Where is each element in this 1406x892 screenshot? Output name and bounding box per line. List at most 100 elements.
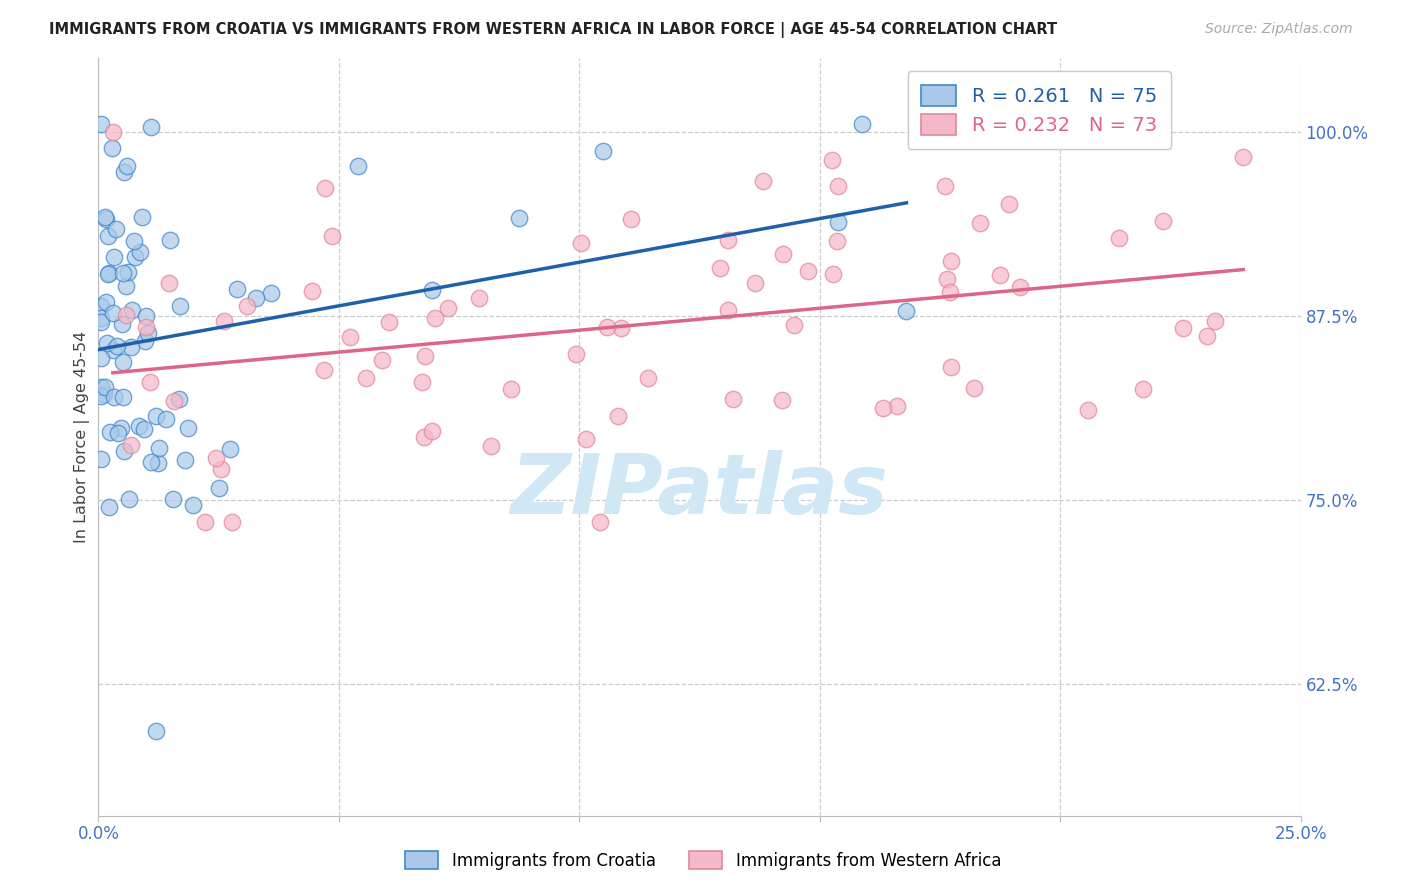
Point: [209, 462, 232, 476]
Point: [422, 283, 444, 297]
Point: [378, 315, 401, 329]
Point: [339, 329, 361, 343]
Point: [103, 390, 125, 404]
Point: [124, 250, 146, 264]
Point: [90, 315, 112, 329]
Text: Source: ZipAtlas.com: Source: ZipAtlas.com: [1205, 22, 1353, 37]
Text: IMMIGRANTS FROM CROATIA VS IMMIGRANTS FROM WESTERN AFRICA IN LABOR FORCE | AGE 4: IMMIGRANTS FROM CROATIA VS IMMIGRANTS FR…: [49, 22, 1057, 38]
Point: [148, 456, 170, 470]
Point: [797, 263, 820, 277]
Point: [162, 492, 184, 507]
Point: [479, 439, 502, 453]
Point: [413, 349, 436, 363]
Point: [101, 306, 124, 320]
Point: [226, 282, 249, 296]
Point: [770, 393, 793, 408]
Point: [110, 421, 132, 435]
Point: [569, 236, 592, 251]
Point: [139, 455, 162, 469]
Point: [508, 211, 530, 226]
Point: [177, 421, 200, 435]
Point: [115, 159, 138, 173]
Point: [139, 375, 162, 389]
Point: [115, 309, 138, 323]
Point: [939, 359, 962, 374]
Point: [589, 515, 612, 529]
Point: [744, 277, 766, 291]
Point: [1197, 329, 1219, 343]
Point: [111, 317, 134, 331]
Point: [128, 418, 150, 433]
Point: [1132, 382, 1154, 396]
Point: [139, 120, 162, 135]
Point: [101, 343, 124, 357]
Point: [314, 181, 336, 195]
Point: [772, 246, 794, 260]
Point: [97, 267, 120, 281]
Point: [221, 515, 243, 529]
Point: [90, 451, 112, 466]
Point: [321, 229, 343, 244]
Point: [371, 352, 394, 367]
Point: [411, 376, 433, 390]
Point: [437, 301, 460, 315]
Point: [1077, 403, 1099, 417]
Point: [97, 228, 120, 243]
Point: [94, 212, 117, 227]
Text: 25.0%: 25.0%: [1274, 825, 1327, 843]
Point: [94, 210, 117, 224]
Point: [412, 430, 434, 444]
Point: [145, 723, 167, 738]
Point: [212, 314, 235, 328]
Point: [205, 450, 228, 465]
Point: [169, 300, 191, 314]
Point: [827, 214, 849, 228]
Point: [717, 303, 740, 318]
Point: [145, 409, 167, 424]
Point: [112, 444, 135, 458]
Point: [104, 222, 127, 236]
Point: [752, 174, 775, 188]
Point: [135, 319, 157, 334]
Point: [111, 267, 134, 281]
Text: 0.0%: 0.0%: [77, 825, 120, 843]
Point: [169, 392, 191, 406]
Point: [157, 277, 180, 291]
Legend: R = 0.261   N = 75, R = 0.232   N = 73: R = 0.261 N = 75, R = 0.232 N = 73: [908, 71, 1171, 149]
Point: [1204, 314, 1226, 328]
Point: [134, 334, 156, 349]
Point: [610, 321, 633, 335]
Point: [129, 244, 152, 259]
Point: [260, 285, 283, 300]
Point: [1232, 150, 1254, 164]
Point: [423, 310, 446, 325]
Point: [872, 401, 894, 415]
Point: [174, 453, 197, 467]
Point: [103, 250, 125, 264]
Point: [596, 320, 619, 334]
Point: [934, 178, 956, 193]
Point: [245, 291, 267, 305]
Point: [90, 299, 112, 313]
Point: [969, 216, 991, 230]
Point: [107, 426, 129, 441]
Point: [356, 371, 378, 385]
Point: [96, 295, 118, 310]
Point: [499, 382, 522, 396]
Point: [896, 303, 918, 318]
Point: [236, 299, 259, 313]
Point: [162, 394, 184, 409]
Point: [827, 178, 849, 193]
Point: [120, 438, 142, 452]
Point: [821, 153, 844, 168]
Point: [101, 141, 124, 155]
Point: [124, 234, 146, 248]
Point: [96, 335, 118, 350]
Y-axis label: In Labor Force | Age 45-54: In Labor Force | Age 45-54: [75, 331, 90, 543]
Legend: Immigrants from Croatia, Immigrants from Western Africa: Immigrants from Croatia, Immigrants from…: [398, 845, 1008, 877]
Point: [717, 233, 740, 247]
Point: [823, 267, 845, 281]
Point: [1152, 214, 1174, 228]
Point: [997, 196, 1019, 211]
Point: [939, 254, 962, 268]
